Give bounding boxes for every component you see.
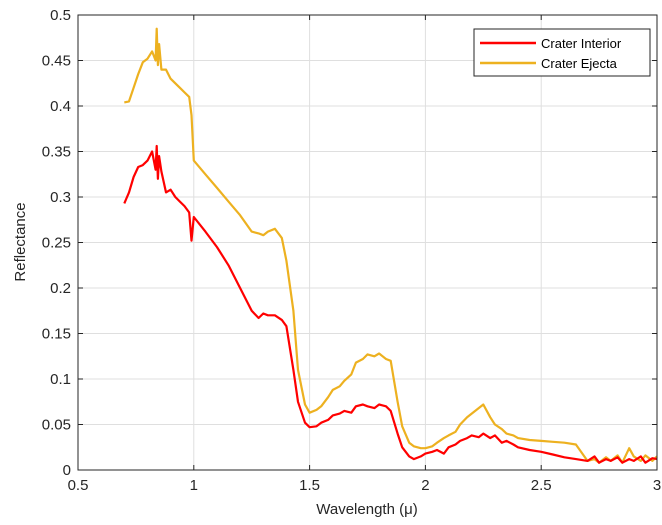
x-axis-label: Wavelength (μ) bbox=[316, 501, 417, 518]
y-tick-label: 0.5 bbox=[50, 7, 71, 24]
legend: Crater Interior Crater Ejecta bbox=[473, 28, 651, 77]
x-tick-label: 2.5 bbox=[531, 477, 552, 494]
y-tick-label: 0.35 bbox=[42, 144, 71, 161]
y-axis-label: Reflectance bbox=[12, 202, 29, 281]
y-tick-label: 0.45 bbox=[42, 53, 71, 70]
legend-label-crater-interior: Crater Interior bbox=[541, 36, 622, 51]
ticks bbox=[77, 14, 658, 471]
legend-box bbox=[473, 28, 651, 77]
x-tick-label: 2 bbox=[421, 477, 429, 494]
y-tick-label: 0.3 bbox=[50, 189, 71, 206]
y-tick-label: 0.25 bbox=[42, 235, 71, 252]
grid bbox=[78, 15, 657, 470]
y-tick-label: 0.2 bbox=[50, 280, 71, 297]
y-tick-label: 0.4 bbox=[50, 98, 71, 115]
x-tick-label: 0.5 bbox=[68, 477, 89, 494]
x-tick-label: 1.5 bbox=[299, 477, 320, 494]
series-layer bbox=[123, 27, 658, 464]
tick-labels: 0.5 1 1.5 2 2.5 3 0 0.05 0.1 0.15 0.2 0.25 0.3 0.35 0.… bbox=[42, 7, 661, 494]
y-tick-label: 0.15 bbox=[42, 326, 71, 343]
legend-label-crater-ejecta: Crater Ejecta bbox=[541, 56, 618, 71]
y-tick-label: 0.05 bbox=[42, 417, 71, 434]
x-tick-label: 1 bbox=[190, 477, 198, 494]
series-line-crater-interior bbox=[123, 144, 658, 464]
series-line-crater-ejecta bbox=[124, 27, 658, 464]
x-tick-label: 3 bbox=[653, 477, 661, 494]
y-tick-label: 0.1 bbox=[50, 371, 71, 388]
y-tick-label: 0 bbox=[63, 462, 71, 479]
